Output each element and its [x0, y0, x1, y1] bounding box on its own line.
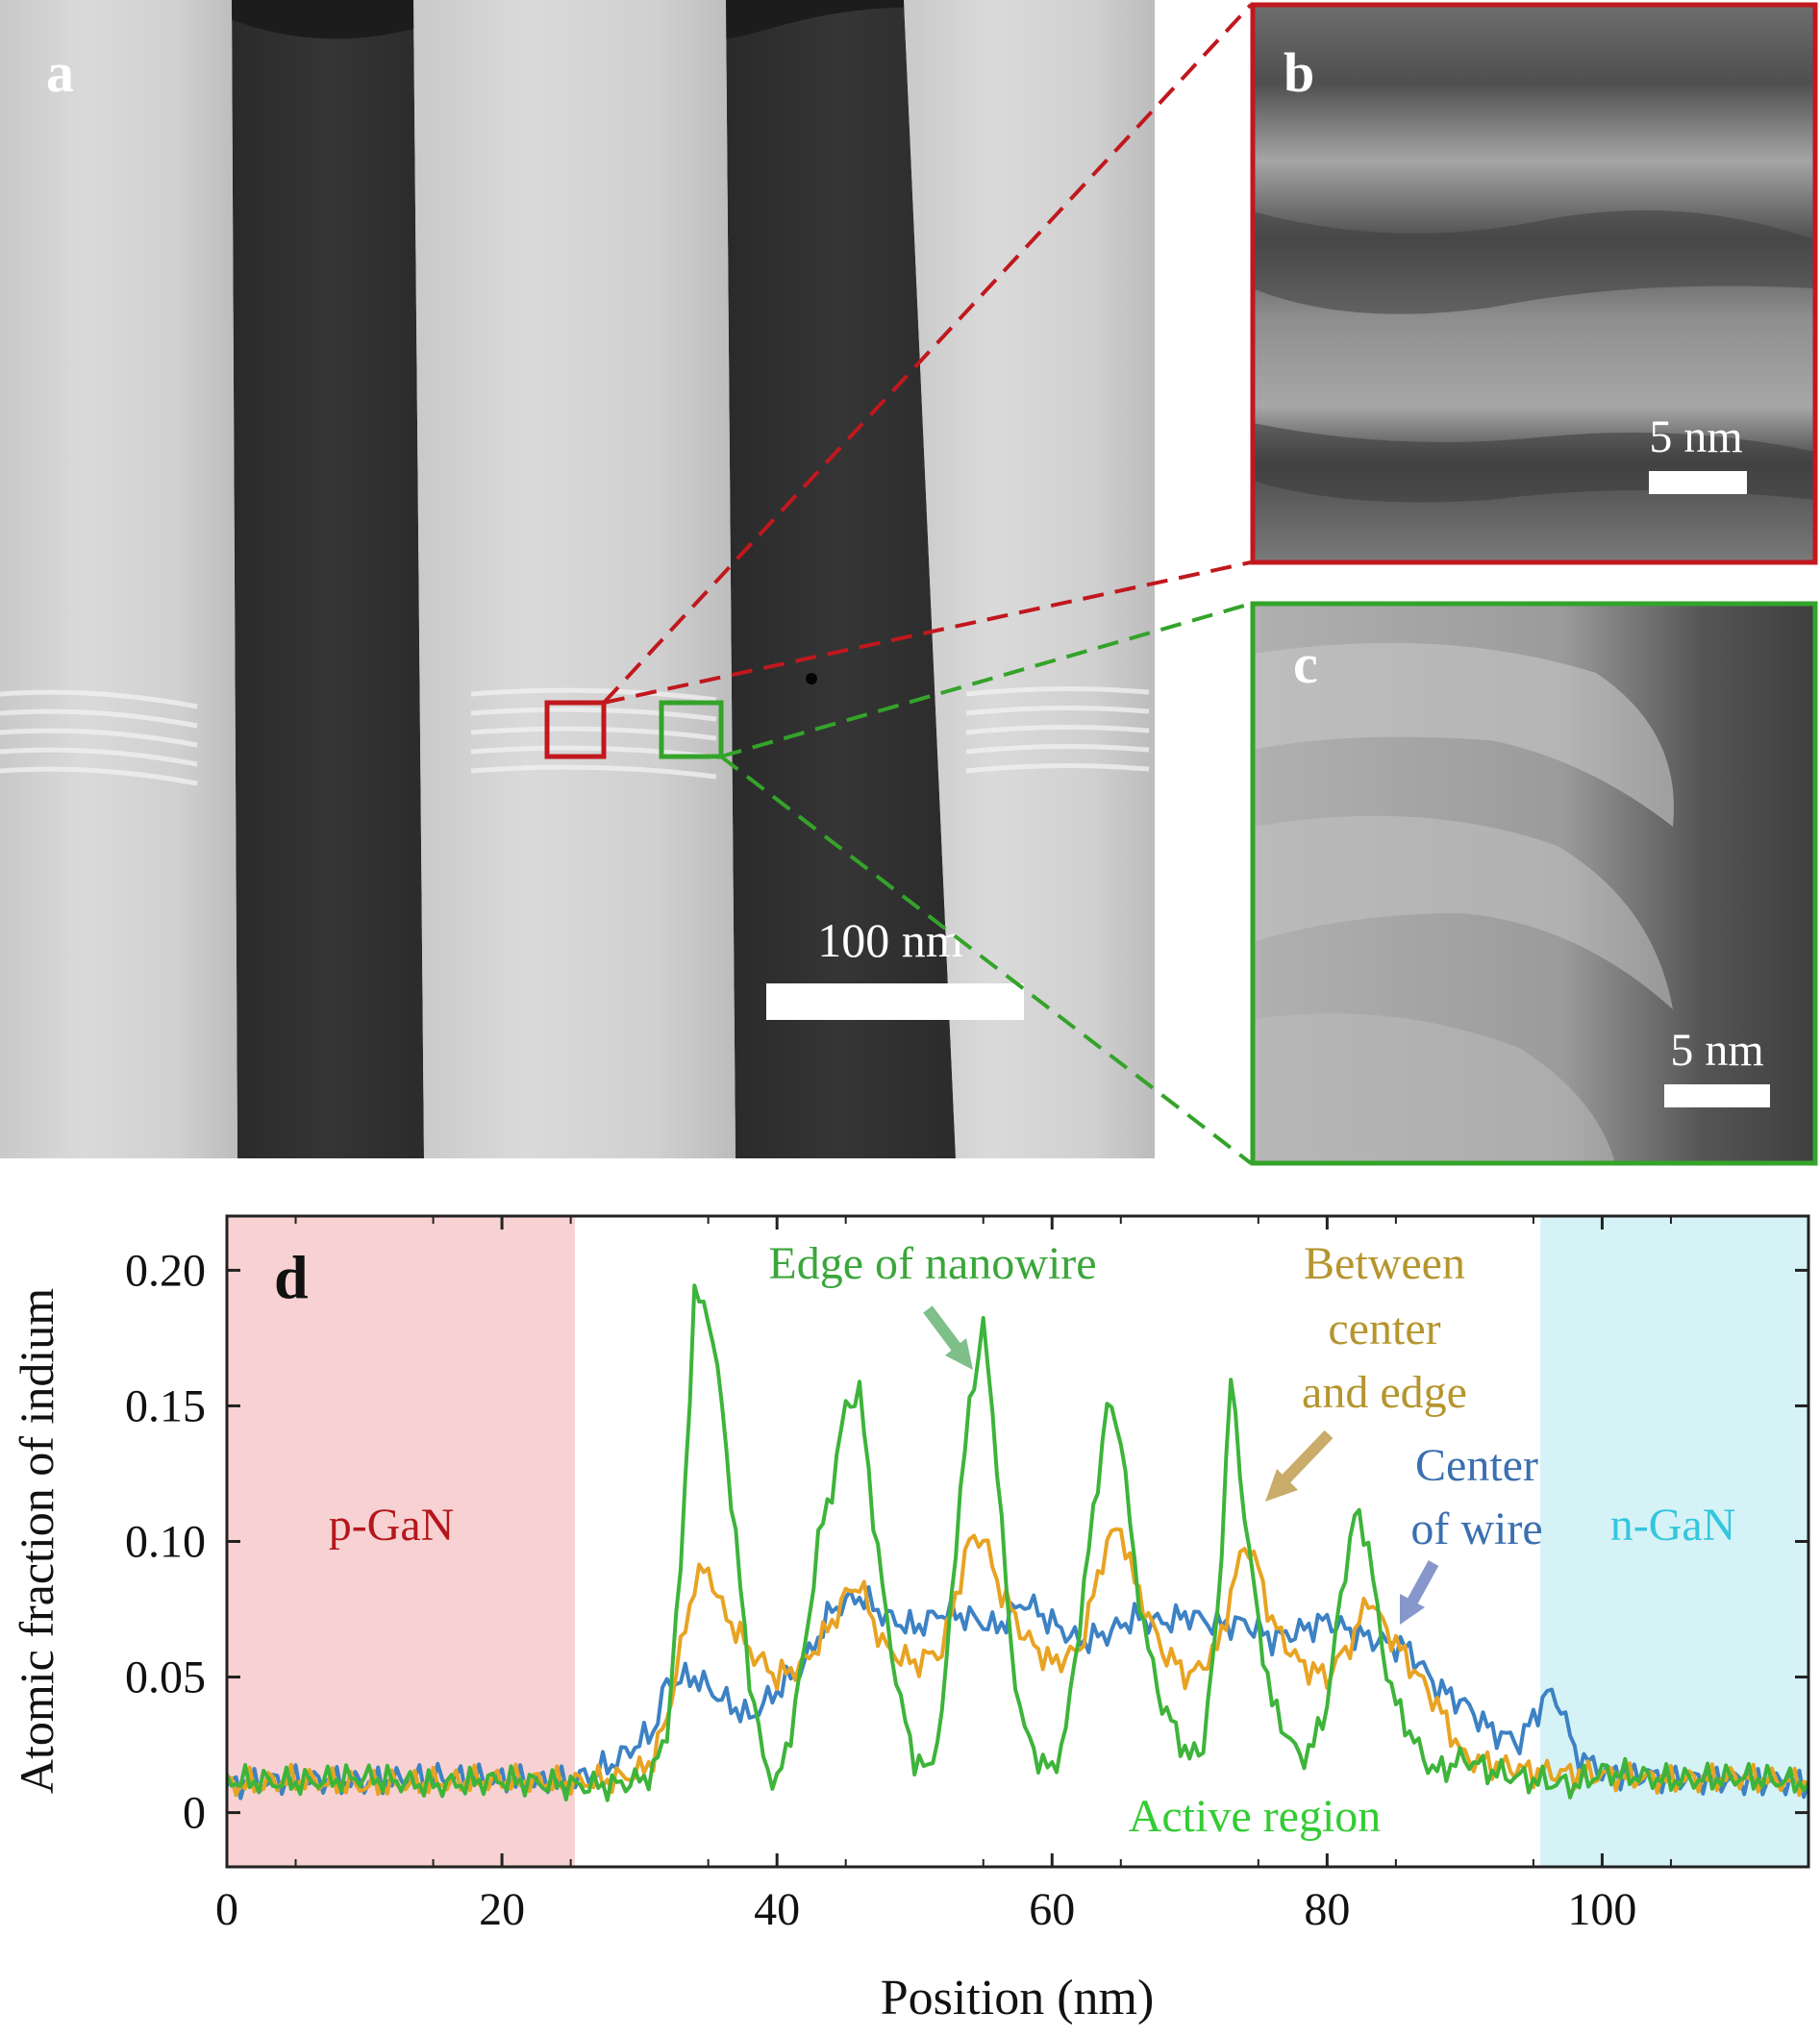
panel-c-label: c	[1293, 633, 1318, 695]
y-tick-label: 0.15	[125, 1380, 206, 1431]
arrow-center	[1400, 1560, 1439, 1625]
shaded-region-0	[227, 1216, 575, 1867]
y-tick-label: 0.20	[125, 1245, 206, 1296]
annotation-between-2: center	[1328, 1304, 1440, 1354]
arrow-between	[1265, 1429, 1334, 1502]
panel-b-scalebar	[1649, 471, 1747, 494]
x-tick-label: 40	[754, 1884, 800, 1935]
panel-c-scalebar	[1664, 1084, 1770, 1107]
annotation-active-region: Active region	[1129, 1791, 1382, 1842]
region-label-n-gan: n-GaN	[1610, 1500, 1736, 1551]
panel-b-label: b	[1284, 41, 1314, 104]
x-tick-label: 60	[1029, 1884, 1075, 1935]
y-tick-label: 0	[183, 1788, 206, 1839]
panel-c-scalebar-label: 5 nm	[1670, 1025, 1763, 1076]
x-tick-label: 20	[479, 1884, 525, 1935]
panel-c-image	[1253, 604, 1815, 1163]
region-label-p-gan: p-GaN	[329, 1500, 455, 1551]
panel-c-frame	[1250, 601, 1818, 1166]
annotation-center-1: Center	[1415, 1440, 1538, 1491]
y-tick-label: 0.10	[125, 1517, 206, 1568]
annotation-center-2: of wire	[1410, 1503, 1542, 1554]
panel-a-image	[0, 0, 1155, 1158]
zoom-connectors	[602, 3, 1253, 1165]
x-tick-label: 0	[215, 1884, 238, 1935]
panel-a-label: a	[46, 41, 74, 104]
x-tick-label: 100	[1567, 1884, 1636, 1935]
panel-a-scalebar	[766, 983, 1024, 1020]
panel-b-scalebar-label: 5 nm	[1649, 411, 1742, 462]
arrow-edge	[923, 1305, 973, 1370]
panel-a-region-box-b	[544, 700, 607, 759]
y-tick-label: 0.05	[125, 1652, 206, 1703]
panel-d-chart: 0 20 40 60 80 100 0 0.05 0.10 0.15 0.20 d p-GaN n-…	[10, 1214, 1810, 2025]
panel-a-scalebar-label: 100 nm	[817, 913, 963, 967]
x-axis-label: Position (nm)	[881, 1971, 1155, 2025]
annotation-between-1: Between	[1304, 1238, 1465, 1289]
series-line-1	[227, 1527, 1808, 1798]
annotation-edge-of-nanowire: Edge of nanowire	[768, 1238, 1096, 1289]
y-axis-label: Atomic fraction of indium	[10, 1288, 63, 1794]
panel-b-frame	[1250, 2, 1818, 565]
panel-d-label: d	[274, 1243, 309, 1311]
x-tick-label: 80	[1304, 1884, 1350, 1935]
panel-a-region-box-c	[659, 700, 724, 759]
series-line-2	[227, 1283, 1808, 1802]
annotation-between-3: and edge	[1302, 1367, 1467, 1418]
panel-b-image	[1253, 5, 1815, 562]
